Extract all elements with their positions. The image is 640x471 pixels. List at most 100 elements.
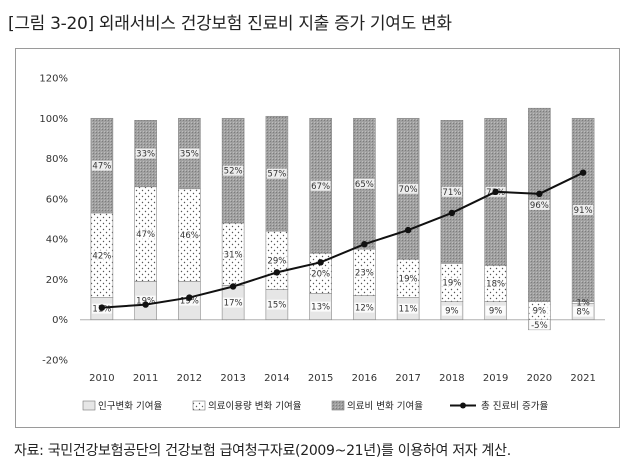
- figure-title: [그림 3-20] 외래서비스 건강보험 진료비 지출 증가 기여도 변화: [8, 14, 452, 34]
- total-growth-point: [404, 226, 412, 234]
- bar-data-label: 91%: [574, 206, 593, 216]
- bar-label-bg: [354, 178, 375, 189]
- bar-label-bg: [135, 229, 156, 240]
- total-growth-point: [536, 190, 543, 198]
- y-tick-label: 100%: [39, 114, 68, 125]
- bar-data-label: 42%: [92, 251, 111, 261]
- x-tick-label: 2019: [483, 373, 508, 384]
- y-tick-label: 0%: [52, 315, 68, 326]
- bar-label-bg: [485, 278, 506, 289]
- total-growth-point: [317, 259, 324, 266]
- bar-label-bg: [310, 268, 331, 279]
- legend-swatch-3: [331, 400, 345, 411]
- bar-data-label: 8%: [576, 308, 590, 318]
- bar-label-bg: [310, 180, 331, 191]
- total-growth-point: [273, 269, 281, 276]
- legend: 인구변화 기여율 의료이용량 변화 기여율 의료비 변화 기여율 총 진료비 증가율: [82, 400, 548, 412]
- bar-data-label: 18%: [486, 279, 505, 289]
- bar-data-label: 46%: [180, 231, 199, 241]
- y-axis: -20% 0% 20% 40% 60% 80% 100% 120%: [39, 74, 605, 367]
- bar-label-bg: [441, 186, 462, 197]
- bar-data-label: 9%: [489, 307, 503, 317]
- bar-data-label: 12%: [355, 304, 374, 314]
- bar-data-label: 20%: [311, 269, 330, 279]
- x-tick-label: 2016: [352, 373, 377, 384]
- bar-label-bg: [223, 249, 244, 260]
- bar-label-bg: [223, 297, 244, 308]
- bar-data-label: 11%: [399, 305, 418, 315]
- x-tick-label: 2011: [133, 373, 158, 384]
- bar-data-label: 71%: [442, 188, 461, 198]
- total-growth-point: [492, 188, 499, 196]
- legend-swatch-2: [192, 400, 206, 411]
- x-tick-label: 2012: [177, 373, 202, 384]
- legend-label: 총 진료비 증가율: [481, 401, 548, 412]
- x-tick-label: 2020: [527, 373, 552, 384]
- total-growth-point: [361, 240, 368, 248]
- bar-label-bg: [573, 306, 594, 317]
- bar-label-bg: [266, 255, 287, 266]
- bar-data-label: 70%: [399, 185, 418, 195]
- bar-data-label: 29%: [267, 256, 286, 266]
- bar-label-bg: [398, 273, 419, 284]
- total-growth-point: [98, 304, 106, 311]
- x-tick-label: 2010: [89, 373, 114, 384]
- bar-data-label: 9%: [533, 307, 547, 317]
- bar-data-label: 57%: [267, 170, 286, 180]
- y-tick-label: -20%: [42, 356, 68, 367]
- bar-label-bg: [179, 148, 200, 159]
- bar-data-label: 35%: [180, 150, 199, 160]
- bar-data-label: 47%: [136, 230, 155, 240]
- total-growth-point: [142, 301, 149, 308]
- x-axis: 2010 2011 2012 2013 2014 2015 2016 2017 2018 2019…: [89, 373, 596, 384]
- bar-label-bg: [179, 230, 200, 241]
- bar-label-bg: [441, 277, 462, 288]
- figure-source: 자료: 국민건강보험공단의 건강보험 급여청구자료(2009~21년)를 이용하…: [14, 443, 511, 459]
- x-tick-label: 2015: [308, 373, 333, 384]
- bar-data-label: 19%: [180, 297, 199, 307]
- bar-data-label: 1%: [576, 299, 590, 309]
- bar-data-label: 67%: [311, 182, 330, 192]
- bar-label-bg: [310, 301, 331, 312]
- bar-label-bg: [529, 319, 550, 330]
- legend-label: 의료이용량 변화 기여율: [208, 400, 302, 412]
- x-tick-label: 2017: [395, 373, 420, 384]
- legend-label: 인구변화 기여율: [98, 400, 162, 412]
- chart-frame: [15, 48, 620, 428]
- bar-data-label: 9%: [445, 307, 459, 317]
- x-tick-label: 2014: [264, 373, 289, 384]
- bar-data-label: 23%: [355, 268, 374, 278]
- bar-label-bg: [135, 148, 156, 159]
- bar-label-bg: [135, 295, 156, 306]
- bar-data-label: 17%: [224, 299, 243, 309]
- total-growth-point: [186, 294, 193, 301]
- bar-label-bg: [573, 204, 594, 215]
- bar-label-bg: [398, 303, 419, 314]
- bar-label-bg: [91, 160, 112, 171]
- bar-data-label: 33%: [136, 150, 155, 160]
- y-tick-label: 60%: [46, 194, 68, 205]
- bar-data-label: 52%: [224, 167, 243, 177]
- bar-label-bg: [398, 183, 419, 194]
- bar-label-bg: [266, 299, 287, 310]
- y-tick-label: 120%: [39, 74, 68, 85]
- x-tick-label: 2021: [570, 373, 595, 384]
- y-tick-label: 20%: [46, 275, 68, 286]
- legend-label: 의료비 변화 기여율: [347, 400, 423, 412]
- bar-labels-group: 11% 42% 47% 19% 47% 33% 19% 46% 35% 17% 31% 52% 15% 2…: [91, 148, 594, 331]
- total-growth-line: [101, 171, 584, 309]
- y-tick-label: 40%: [46, 235, 68, 246]
- bar-label-bg: [266, 168, 287, 179]
- total-growth-point: [229, 283, 237, 290]
- bar-label-bg: [485, 305, 506, 316]
- bar-label-bg: [529, 199, 550, 210]
- bar-data-label: 19%: [442, 278, 461, 288]
- bars-group: [90, 107, 595, 331]
- total-line-group: [98, 169, 587, 311]
- bar-data-label: 47%: [92, 162, 111, 172]
- total-growth-point: [579, 169, 587, 176]
- bar-label-bg: [441, 305, 462, 316]
- legend-line-marker: [460, 402, 466, 409]
- bar-data-label: 15%: [267, 301, 286, 311]
- total-growth-point: [448, 209, 456, 217]
